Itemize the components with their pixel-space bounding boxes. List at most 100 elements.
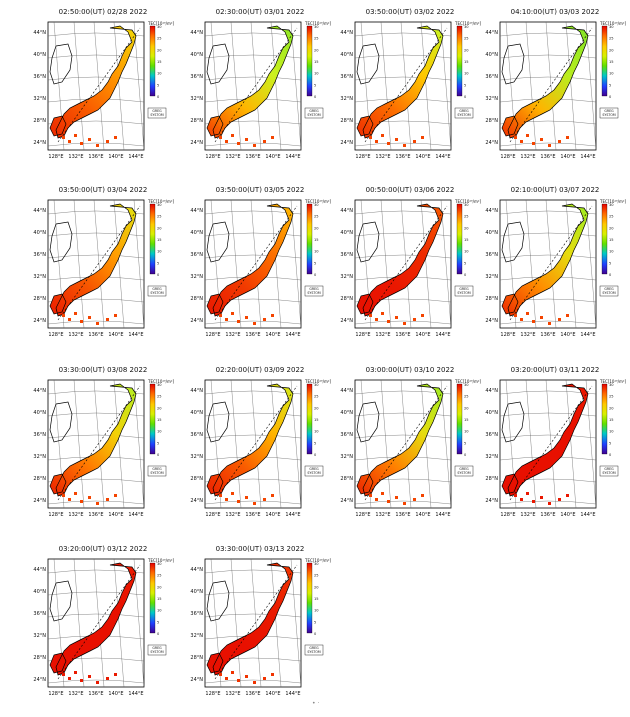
island-pixel <box>263 140 266 143</box>
legend-box-text: SYSTOM <box>457 113 470 117</box>
colorbar-tick: 10 <box>157 250 162 254</box>
lat-tick-label: 40°N <box>190 52 203 58</box>
colorbar-tick: 0 <box>157 632 160 636</box>
lon-tick-label: 144°E <box>285 332 300 338</box>
coastline-kyushu <box>356 115 374 137</box>
coastline-kyushu <box>206 473 224 495</box>
lon-tick-label: 136°E <box>395 512 410 518</box>
lon-tick-label: 136°E <box>88 512 103 518</box>
lat-tick-label: 44°N <box>190 30 203 36</box>
island-pixel <box>219 314 222 317</box>
legend-box-text: SYSTOM <box>150 113 163 117</box>
legend-box <box>304 465 324 477</box>
colorbar-tick: 0 <box>157 453 160 457</box>
coastline-korea <box>356 401 380 443</box>
island-pixel <box>520 140 523 143</box>
island-pixel <box>381 492 384 495</box>
lon-tick-label: 140°E <box>108 512 123 518</box>
colorbar-label: TEC[10¹⁶/m²] <box>304 21 331 26</box>
island-pixel <box>413 140 416 143</box>
island-pixel <box>253 144 256 147</box>
island-pixel <box>540 138 543 141</box>
island-pixel <box>68 318 71 321</box>
lon-tick-label: 140°E <box>415 332 430 338</box>
lon-tick-label: 128°E <box>205 691 220 697</box>
coastline <box>55 562 137 676</box>
colorbar <box>149 383 156 455</box>
colorbar-tick: 30 <box>609 25 614 29</box>
lon-tick-label: 140°E <box>560 154 575 160</box>
island-pixel <box>80 142 83 145</box>
lat-tick-label: 24°N <box>340 318 353 324</box>
colorbar-tick: 15 <box>609 60 614 64</box>
island-pixel <box>80 500 83 503</box>
colorbar-tick: 25 <box>464 215 469 219</box>
lat-tick-label: 36°N <box>190 252 203 258</box>
footer-mark: • · <box>312 700 320 707</box>
track-line <box>214 385 298 501</box>
legend-box <box>147 285 167 297</box>
colorbar-tick: 20 <box>157 406 162 410</box>
lon-tick-label: 140°E <box>265 512 280 518</box>
panel-title: 03:30:00(UT) 03/13 2022 <box>215 545 305 553</box>
colorbar-tick: 15 <box>157 238 162 242</box>
colorbar-tick: 25 <box>314 215 319 219</box>
island-pixel <box>114 136 117 139</box>
lat-tick-label: 40°N <box>33 589 46 595</box>
island-pixel <box>395 316 398 319</box>
island-pixel <box>520 498 523 501</box>
lat-tick-label: 32°N <box>340 96 353 102</box>
colorbar-tick: 20 <box>314 48 319 52</box>
island-pixel <box>395 138 398 141</box>
coastline-korea <box>49 401 73 443</box>
island-pixel <box>381 312 384 315</box>
lat-tick-label: 28°N <box>190 296 203 302</box>
lat-tick-label: 40°N <box>190 230 203 236</box>
tec-map-plot: 44°N 40°N 36°N 32°N 28°N 24°N 128°E 132°E 136°E 1… <box>190 199 331 338</box>
lat-tick-label: 40°N <box>485 230 498 236</box>
colorbar-tick: 0 <box>314 632 317 636</box>
colorbar-tick: 0 <box>464 95 467 99</box>
island-pixel <box>403 144 406 147</box>
lat-tick-label: 24°N <box>485 140 498 146</box>
tec-map-panel: 02:10:00(UT) 03/07 2022 44°N 40°N 36°N 32°N 2… <box>480 186 630 358</box>
lat-tick-label: 28°N <box>340 296 353 302</box>
lat-tick-label: 40°N <box>33 52 46 58</box>
coastline-korea <box>49 580 73 622</box>
coastline <box>507 25 589 139</box>
island-pixel <box>526 134 529 137</box>
lon-tick-label: 140°E <box>108 691 123 697</box>
lon-tick-label: 136°E <box>245 691 260 697</box>
colorbar-tick: 20 <box>314 585 319 589</box>
lat-tick-label: 24°N <box>340 140 353 146</box>
island-pixel <box>231 492 234 495</box>
lat-tick-label: 44°N <box>33 208 46 214</box>
coastline-korea <box>356 221 380 263</box>
lat-tick-label: 24°N <box>340 498 353 504</box>
lon-tick-label: 136°E <box>245 512 260 518</box>
coastline-kyushu <box>356 473 374 495</box>
panel-title: 02:30:00(UT) 03/01 2022 <box>215 8 305 16</box>
colorbar-tick: 5 <box>609 83 611 87</box>
colorbar-label: TEC[10¹⁶/m²] <box>454 379 481 384</box>
lat-tick-label: 28°N <box>485 118 498 124</box>
colorbar-tick: 0 <box>609 95 612 99</box>
island-pixel <box>421 136 424 139</box>
island-pixel <box>271 494 274 497</box>
lon-tick-label: 132°E <box>520 154 535 160</box>
coastline <box>212 25 294 139</box>
lon-tick-label: 128°E <box>48 154 63 160</box>
legend-box-text: GREG <box>459 287 469 291</box>
island-pixel <box>413 498 416 501</box>
island-pixel <box>271 136 274 139</box>
lat-tick-label: 24°N <box>33 498 46 504</box>
colorbar-tick: 25 <box>157 37 162 41</box>
lon-tick-label: 144°E <box>128 154 143 160</box>
island-pixel <box>526 312 529 315</box>
legend-box-text: SYSTOM <box>602 471 615 475</box>
lon-tick-label: 140°E <box>415 512 430 518</box>
colorbar-tick: 20 <box>314 226 319 230</box>
island-pixel <box>96 144 99 147</box>
colorbar-label: TEC[10¹⁶/m²] <box>304 558 331 563</box>
tec-map-plot: 44°N 40°N 36°N 32°N 28°N 24°N 128°E 132°E 136°E 1… <box>485 379 626 518</box>
